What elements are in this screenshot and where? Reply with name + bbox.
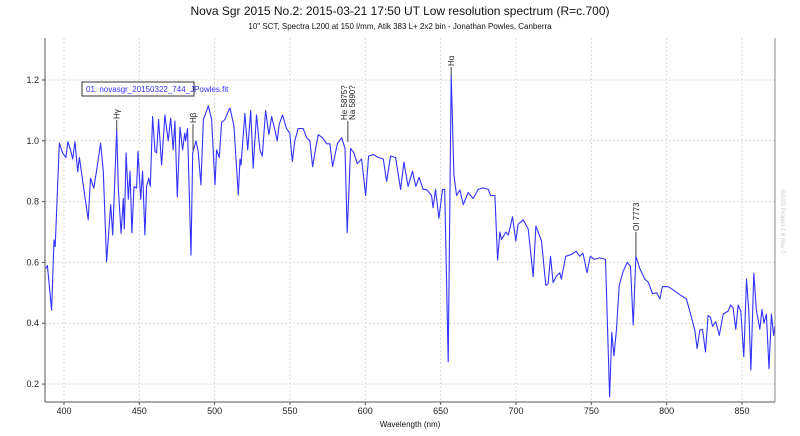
x-tick-label: 750 bbox=[584, 406, 599, 416]
gridlines bbox=[45, 38, 775, 402]
annotation-label: Hα bbox=[447, 55, 456, 66]
y-tick-label: 0.4 bbox=[26, 318, 39, 328]
x-tick-label: 600 bbox=[358, 406, 373, 416]
x-tick-label: 500 bbox=[207, 406, 222, 416]
x-tick-label: 800 bbox=[659, 406, 674, 416]
x-tick-label: 550 bbox=[282, 406, 297, 416]
x-tick-label: 700 bbox=[508, 406, 523, 416]
chart-title: Nova Sgr 2015 No.2: 2015-03-21 17:50 UT … bbox=[190, 4, 609, 18]
annotation-label: He 5875? bbox=[340, 85, 349, 120]
y-tick-label: 1.2 bbox=[26, 75, 39, 85]
y-tick-label: 0.8 bbox=[26, 197, 39, 207]
y-tick-label: 1.0 bbox=[26, 136, 39, 146]
chart-subtitle: 10" SCT, Spectra L200 at 150 l/mm, Atik … bbox=[248, 22, 552, 31]
annotation-label: OI 7773 bbox=[632, 202, 641, 231]
legend-entry: 01: novasgr_20150322_744_JPowles.fit bbox=[86, 85, 229, 94]
x-tick-label: 850 bbox=[734, 406, 749, 416]
annotation-label: Na 5890? bbox=[348, 85, 357, 120]
x-tick-label: 650 bbox=[433, 406, 448, 416]
plot-area bbox=[45, 74, 776, 398]
spectrum-line bbox=[45, 74, 776, 398]
legend-box bbox=[81, 81, 195, 97]
annotation-label: Hγ bbox=[113, 109, 122, 119]
tick-labels: 400 450 500 550 600 650 700 750 800 850 0.2 0.4 0.6 0… bbox=[26, 75, 749, 416]
line-annotations: Hγ Hβ He 5875? Na 5890? Hα OI 7773 bbox=[113, 55, 641, 256]
watermark: BASS Project 1.6 Rev 0 bbox=[779, 190, 785, 254]
legend: 01: novasgr_20150322_744_JPowles.fit bbox=[81, 81, 229, 97]
y-tick-label: 0.6 bbox=[26, 257, 39, 267]
x-axis-label: Wavelength (nm) bbox=[380, 420, 441, 429]
y-tick-label: 0.2 bbox=[26, 379, 39, 389]
x-tick-label: 450 bbox=[132, 406, 147, 416]
annotation-label: Hβ bbox=[189, 112, 198, 123]
x-tick-label: 400 bbox=[56, 406, 71, 416]
